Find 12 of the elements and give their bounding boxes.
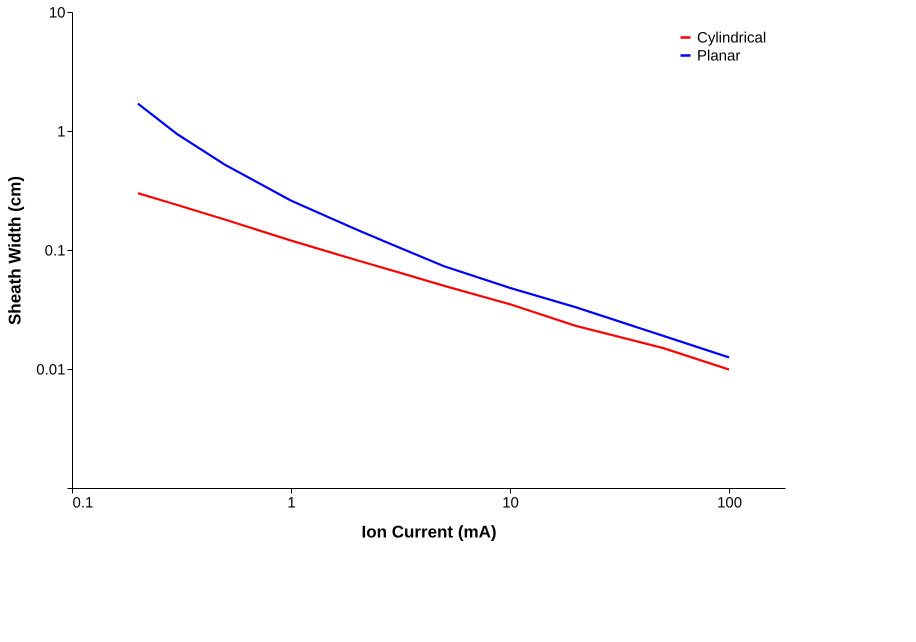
y-tick-label: 0.1 [44,242,66,260]
legend-label: Planar [697,48,740,64]
x-tick-label: 1 [287,494,296,512]
y-tick-label: 1 [57,124,66,140]
legend-label: Cylindrical [697,30,766,46]
x-tick-label: 10 [502,494,519,512]
y-tick-label: 10 [48,4,66,22]
y-tick-label: 0.01 [36,362,66,378]
x-tick-label: 100 [717,494,742,512]
x-tick-label: 0.1 [72,494,94,512]
y-axis-title: Sheath Width (cm) [5,176,24,326]
x-axis-title: Ion Current (mA) [361,522,497,542]
